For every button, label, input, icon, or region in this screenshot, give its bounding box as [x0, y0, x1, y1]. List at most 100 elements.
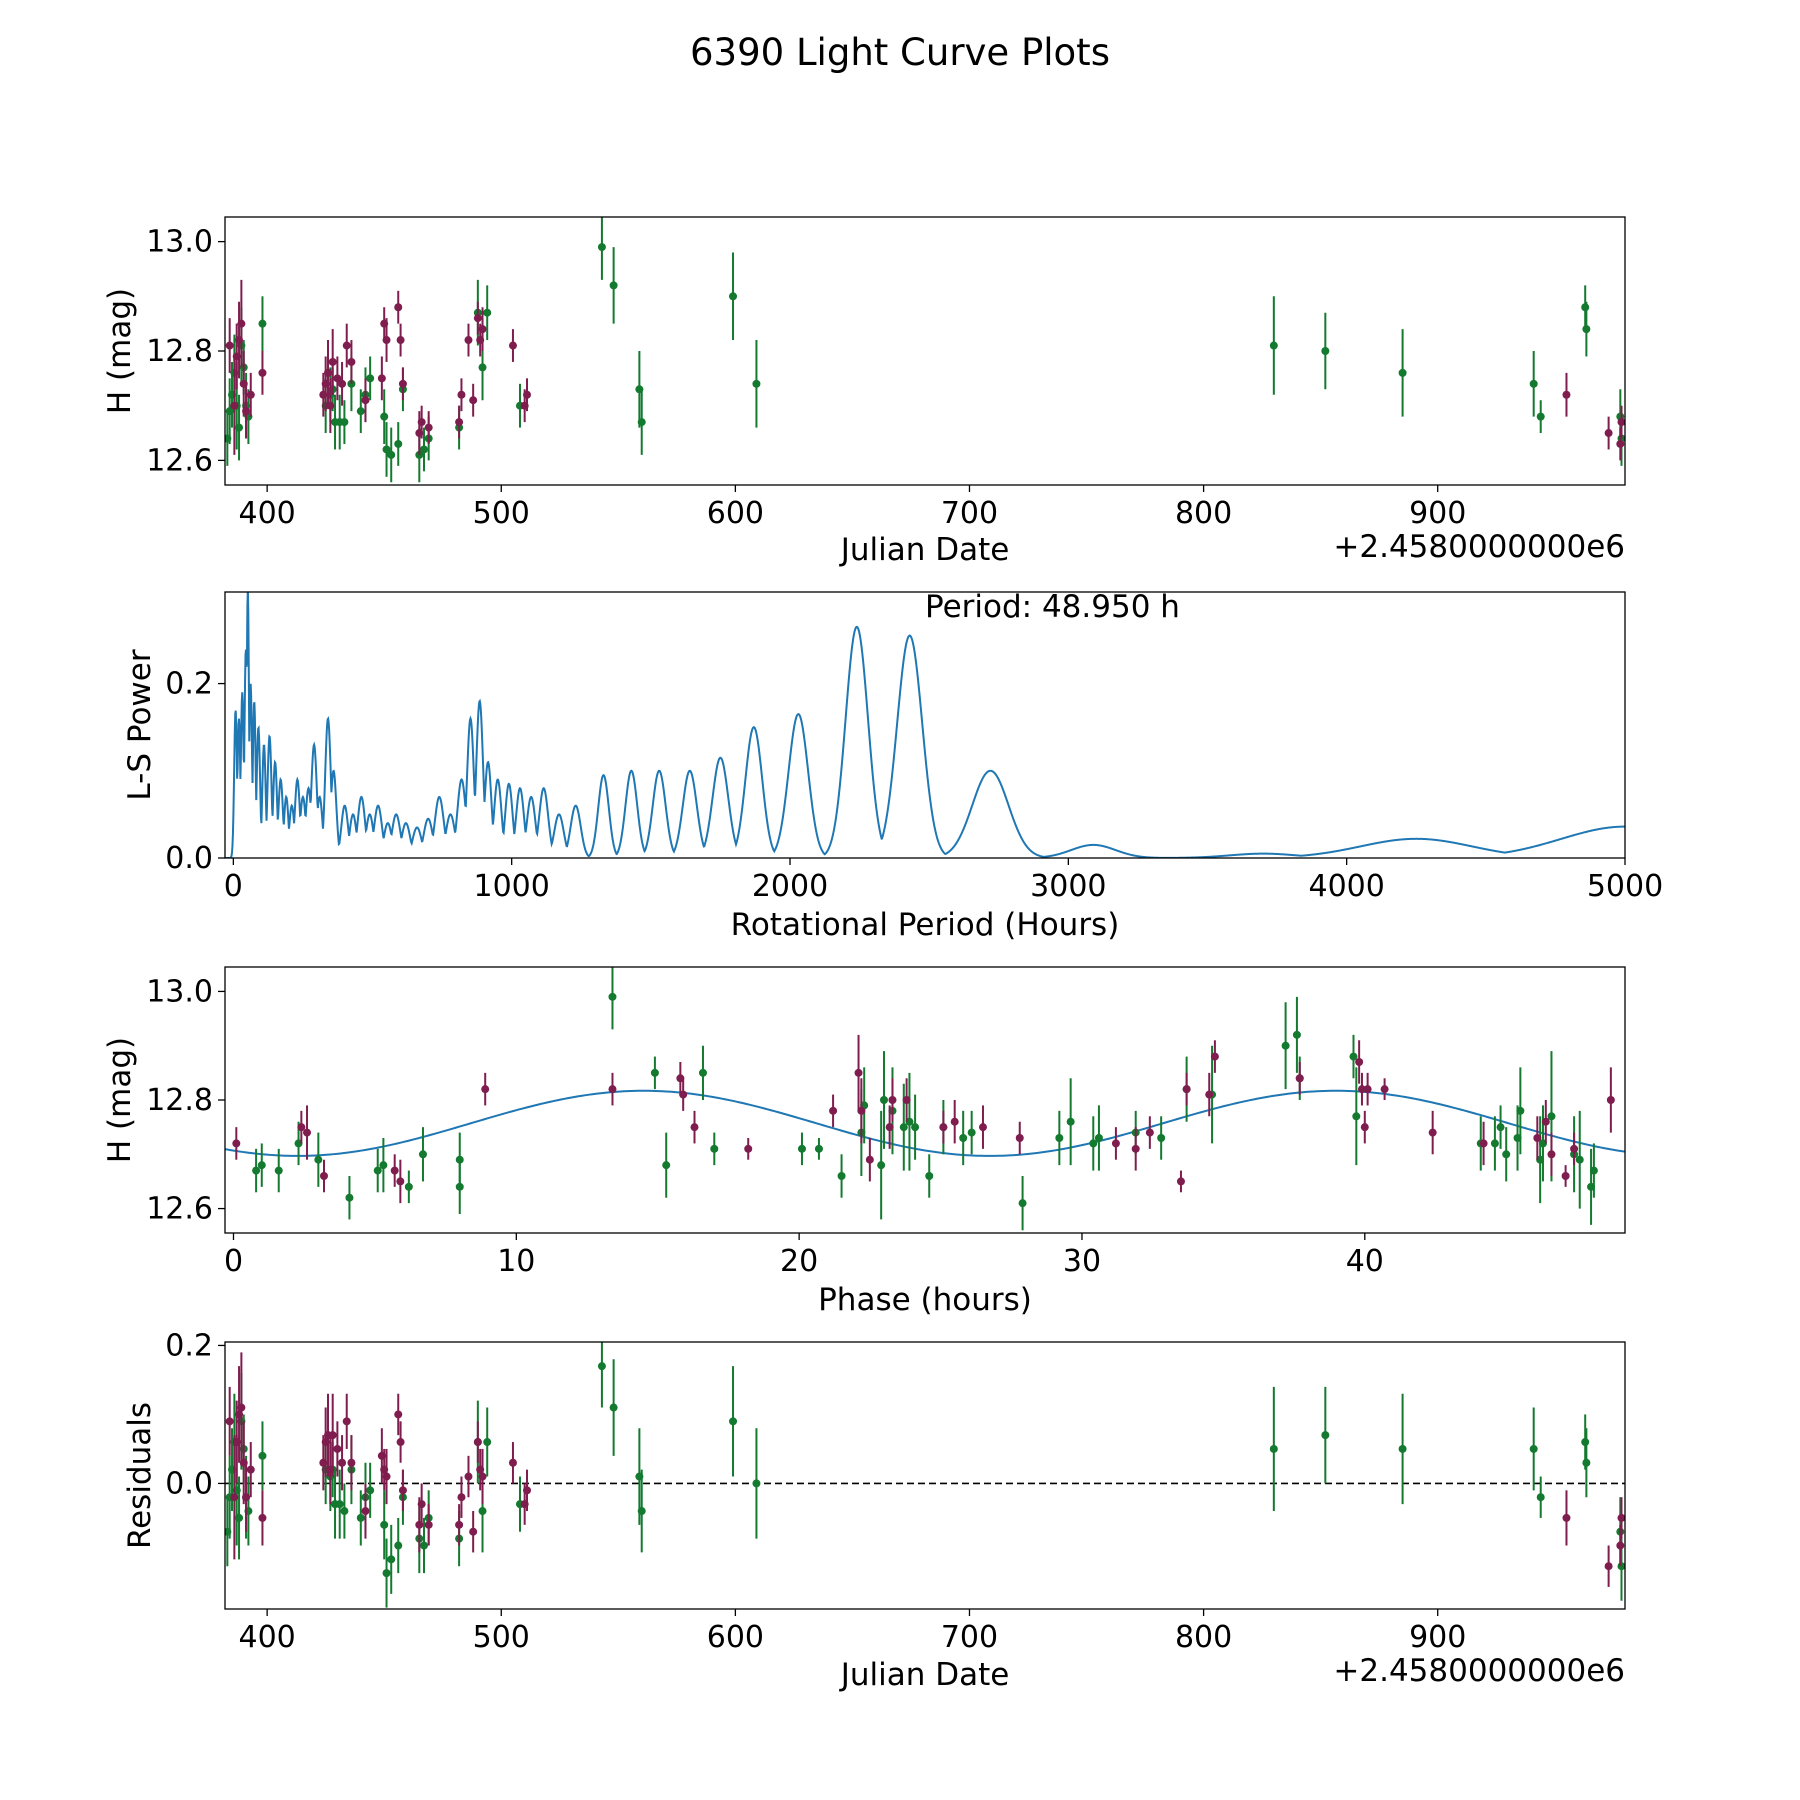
data-point — [1111, 1139, 1120, 1148]
data-point — [608, 992, 617, 1001]
data-point — [347, 357, 356, 366]
data-point — [609, 1403, 618, 1412]
data-point — [1380, 1085, 1389, 1094]
data-point — [394, 439, 403, 448]
data-point — [1562, 390, 1571, 399]
data-point — [1145, 1128, 1154, 1137]
x-tick-label: 500 — [473, 496, 530, 531]
y-tick-label: 13.0 — [146, 974, 213, 1009]
x-offset-label: +2.4580000000e6 — [1333, 529, 1625, 565]
data-point — [417, 1500, 426, 1509]
plot-area — [225, 967, 1625, 1231]
data-point — [380, 412, 389, 421]
ls-power-line — [225, 592, 1625, 858]
data-point — [865, 1155, 874, 1164]
data-point — [242, 407, 251, 416]
data-point — [469, 396, 478, 405]
data-point — [523, 390, 532, 399]
data-point — [1205, 1090, 1214, 1099]
data-point — [404, 1182, 413, 1191]
data-point — [340, 1507, 349, 1516]
data-point — [1582, 1458, 1591, 1467]
x-tick-label: 400 — [239, 1620, 296, 1655]
data-point — [1581, 303, 1590, 312]
data-point — [1547, 1150, 1556, 1159]
data-point — [1428, 1128, 1437, 1137]
data-point — [925, 1172, 934, 1180]
data-point — [637, 1507, 646, 1516]
data-point — [1295, 1074, 1304, 1083]
x-tick-label: 5000 — [1587, 869, 1663, 904]
data-point — [1210, 1052, 1219, 1061]
data-point — [710, 1144, 719, 1153]
data-point — [1536, 412, 1545, 421]
data-point — [1018, 1199, 1027, 1208]
y-axis-label: H (mag) — [102, 1037, 138, 1163]
data-point — [326, 401, 335, 410]
data-point — [637, 418, 646, 427]
x-tick-label: 900 — [1409, 1620, 1466, 1655]
data-point — [394, 303, 403, 312]
data-point — [1581, 1438, 1590, 1447]
purple-series — [232, 1034, 1615, 1204]
data-point — [390, 1166, 399, 1175]
plot-area — [225, 217, 1625, 483]
data-point — [1398, 1444, 1407, 1453]
data-point — [258, 1451, 267, 1460]
data-point — [1604, 429, 1613, 438]
data-point — [911, 1123, 920, 1132]
data-point — [246, 1465, 255, 1474]
x-tick-label: 700 — [941, 1620, 998, 1655]
data-point — [333, 1444, 342, 1453]
x-tick-label: 3000 — [1030, 869, 1106, 904]
y-axis-label: Residuals — [122, 1402, 158, 1549]
data-point — [338, 1458, 347, 1467]
data-point — [382, 1472, 391, 1481]
data-point — [1536, 1493, 1545, 1502]
data-point — [230, 401, 239, 410]
data-point — [319, 1172, 328, 1180]
y-tick-label: 12.6 — [146, 1192, 213, 1227]
data-point — [361, 396, 370, 405]
data-point — [1131, 1144, 1140, 1153]
data-point — [1157, 1134, 1166, 1142]
x-tick-label: 500 — [473, 1620, 530, 1655]
data-point — [455, 1155, 464, 1164]
data-point — [418, 1150, 427, 1159]
axes-frame — [224, 1341, 1626, 1610]
data-point — [829, 1106, 838, 1115]
data-point — [379, 1161, 388, 1170]
data-point — [338, 379, 347, 388]
data-point — [257, 1161, 266, 1170]
data-point — [314, 1155, 323, 1164]
data-point — [237, 1403, 246, 1412]
data-point — [879, 1096, 888, 1104]
data-point — [424, 423, 433, 432]
data-point — [478, 1472, 487, 1481]
data-point — [797, 1144, 806, 1153]
data-point — [1561, 1172, 1570, 1180]
data-point — [888, 1096, 897, 1104]
data-point — [857, 1106, 866, 1115]
data-point — [1357, 1085, 1366, 1094]
data-point — [752, 1479, 761, 1488]
x-axis-label: Phase (hours) — [818, 1282, 1032, 1318]
period-annotation: Period: 48.950 h — [925, 589, 1180, 625]
data-point — [274, 1166, 283, 1175]
data-point — [1616, 1541, 1625, 1550]
data-point — [597, 1362, 606, 1371]
data-point — [232, 1139, 241, 1148]
data-point — [978, 1123, 987, 1132]
data-point — [455, 418, 464, 427]
data-point — [1529, 1444, 1538, 1453]
y-tick-label: 0.2 — [165, 1328, 213, 1363]
x-axis-label: Julian Date — [839, 532, 1010, 568]
data-point — [877, 1161, 886, 1170]
data-point — [483, 1438, 492, 1447]
data-point — [1055, 1134, 1064, 1142]
data-point — [230, 1493, 239, 1502]
data-point — [356, 1513, 365, 1522]
data-point — [1321, 347, 1330, 355]
data-point — [382, 445, 391, 454]
data-point — [837, 1172, 846, 1180]
